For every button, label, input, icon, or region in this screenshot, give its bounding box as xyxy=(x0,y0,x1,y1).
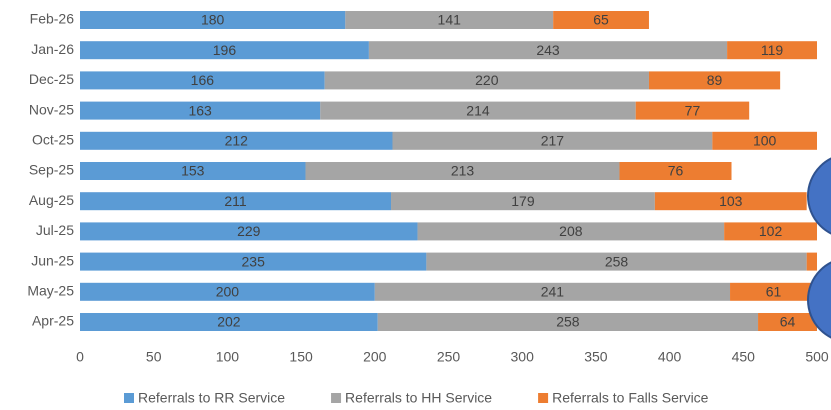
x-tick-label: 400 xyxy=(658,349,682,365)
data-label: 103 xyxy=(719,193,743,209)
data-label: 212 xyxy=(225,133,249,149)
x-tick-label: 100 xyxy=(216,349,240,365)
bar-segment xyxy=(724,222,817,241)
bar-segment xyxy=(80,313,378,331)
x-tick-label: 50 xyxy=(146,349,162,365)
y-tick-label: Apr-25 xyxy=(32,313,74,329)
data-label: 119 xyxy=(761,42,784,58)
y-tick-label: May-25 xyxy=(27,283,74,299)
data-label: 77 xyxy=(685,102,701,118)
data-label: 100 xyxy=(753,133,777,149)
x-tick-label: 450 xyxy=(732,349,756,365)
x-tick-label: 200 xyxy=(363,349,387,365)
data-label: 211 xyxy=(224,193,247,209)
x-tick-label: 150 xyxy=(289,349,313,365)
data-label: 64 xyxy=(780,314,796,330)
legend-label: Referrals to HH Service xyxy=(345,390,492,406)
data-label: 76 xyxy=(668,163,684,179)
bar-segment xyxy=(806,252,817,271)
data-label: 229 xyxy=(237,223,261,239)
data-label: 196 xyxy=(213,42,237,58)
bar-segment xyxy=(80,71,325,90)
bar-segment xyxy=(392,131,713,150)
data-label: 163 xyxy=(188,102,212,118)
x-tick-label: 300 xyxy=(511,349,535,365)
bar-segment xyxy=(80,11,346,29)
y-tick-label: Aug-25 xyxy=(29,192,74,208)
bar-segment xyxy=(426,252,807,271)
bar-segment xyxy=(712,131,817,150)
data-label: 166 xyxy=(191,72,215,88)
x-tick-label: 250 xyxy=(437,349,461,365)
data-label: 102 xyxy=(759,223,783,239)
y-tick-label: Jul-25 xyxy=(36,222,74,238)
data-label: 202 xyxy=(217,314,241,330)
legend-swatch xyxy=(331,393,342,403)
bar-segment xyxy=(368,41,728,60)
data-label: 208 xyxy=(559,223,583,239)
data-label: 258 xyxy=(556,314,580,330)
legend-swatch xyxy=(124,393,134,403)
x-tick-label: 350 xyxy=(584,349,608,365)
data-label: 180 xyxy=(201,12,225,28)
bar-segment xyxy=(391,192,655,211)
data-label: 220 xyxy=(475,72,499,88)
data-label: 214 xyxy=(466,102,490,118)
bar-segment xyxy=(80,282,375,301)
bar-segment xyxy=(320,101,636,120)
bar-segment xyxy=(377,313,759,331)
data-label: 258 xyxy=(605,253,629,269)
bar-segment xyxy=(553,11,649,29)
bar-segment xyxy=(80,192,392,211)
y-tick-label: Oct-25 xyxy=(32,132,74,148)
bar-segment xyxy=(417,222,725,241)
data-label: 65 xyxy=(593,12,609,28)
bar-segment xyxy=(80,101,321,120)
y-tick-label: Feb-26 xyxy=(30,11,75,27)
data-label: 141 xyxy=(438,12,462,28)
bar-segment xyxy=(80,41,369,60)
data-label: 241 xyxy=(541,284,565,300)
bar-segment xyxy=(80,252,427,271)
bar-segment xyxy=(80,222,418,241)
legend-label: Referrals to Falls Service xyxy=(552,390,709,406)
y-tick-label: Nov-25 xyxy=(29,101,74,117)
data-label: 243 xyxy=(536,42,560,58)
decor-circle xyxy=(807,157,831,235)
legend-swatch xyxy=(538,393,549,403)
data-label: 89 xyxy=(707,72,723,88)
data-label: 213 xyxy=(451,163,475,179)
bar-segment xyxy=(80,131,393,150)
bar-segment xyxy=(648,71,781,90)
data-label: 235 xyxy=(242,253,266,269)
bar-segment xyxy=(635,101,750,120)
data-label: 179 xyxy=(511,193,535,209)
bar-segment xyxy=(727,41,817,60)
bar-segment xyxy=(730,282,817,301)
bar-segment xyxy=(80,162,306,180)
bar-segment xyxy=(654,192,807,211)
data-label: 153 xyxy=(181,163,205,179)
bar-segment xyxy=(305,162,620,180)
data-label: 217 xyxy=(541,133,565,149)
x-tick-label: 500 xyxy=(805,349,829,365)
data-label: 61 xyxy=(766,284,782,300)
y-tick-label: Dec-25 xyxy=(29,71,74,87)
bar-segment xyxy=(345,11,554,29)
y-tick-label: Sep-25 xyxy=(29,162,74,178)
legend-label: Referrals to RR Service xyxy=(138,390,285,406)
bar-segment xyxy=(374,282,731,301)
plot-area xyxy=(80,11,817,331)
bar-segment xyxy=(324,71,649,90)
data-label: 200 xyxy=(216,284,240,300)
x-tick-label: 0 xyxy=(76,349,84,365)
decor-circle xyxy=(807,261,831,339)
y-tick-label: Jan-26 xyxy=(31,41,74,57)
bar-segment xyxy=(619,162,732,180)
bar-segment xyxy=(758,313,817,331)
y-tick-label: Jun-25 xyxy=(31,252,74,268)
